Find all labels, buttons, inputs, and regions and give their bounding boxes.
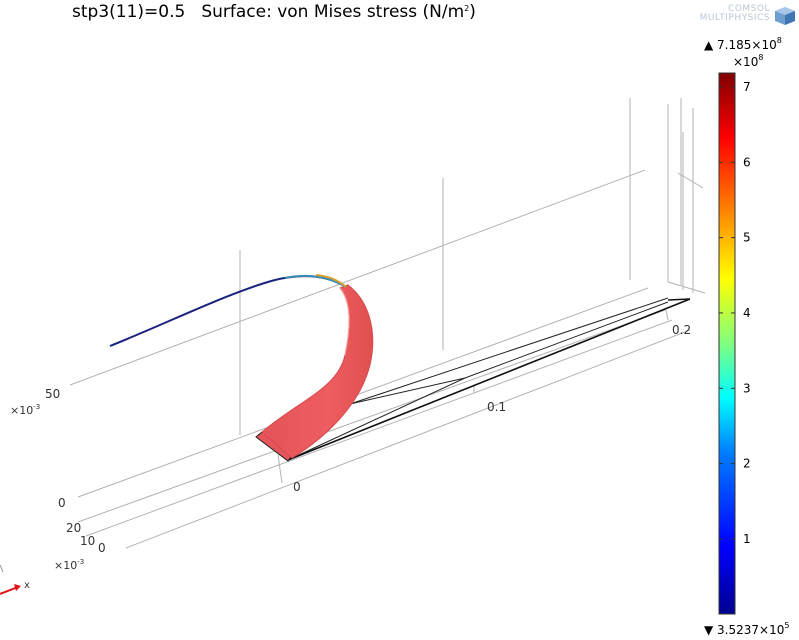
colorbar-max-value: ▲ 7.185×10 <box>704 38 777 52</box>
axis-tick-labels: 50 ×10-3 0 20 10 0 ×10-3 0 0.1 0.2 <box>10 323 691 572</box>
colorbar: 7 6 5 4 3 2 1 <box>718 72 751 615</box>
x-tick-label: 0 <box>293 480 301 494</box>
triad-axis-fragment <box>0 564 4 573</box>
y-axis-exponent: ×10-3 <box>54 558 84 572</box>
grid-line <box>125 329 691 549</box>
colorbar-scale-label: ×108 <box>733 53 763 69</box>
grid-line <box>277 454 283 484</box>
title-close-paren: ) <box>469 2 476 22</box>
comsol-cube-icon <box>775 7 795 25</box>
z-tick-label: 0 <box>58 496 66 510</box>
colorbar-max-label: ▲ 7.185×108 <box>704 36 782 52</box>
sheet-edge-highlight <box>339 287 350 356</box>
colorbar-tick-label: 6 <box>743 155 751 169</box>
y-tick-label: 0 <box>98 541 106 555</box>
unit-superscript: 2 <box>464 4 470 13</box>
z-axis-exponent: ×10-3 <box>10 403 40 417</box>
x-tick-label: 0.2 <box>672 323 691 337</box>
plot-title: stp3(11)=0.5 Surface: von Mises stress (N… <box>72 2 476 22</box>
geometry <box>109 274 691 462</box>
parameter-label: stp3(11)=0.5 <box>72 2 186 22</box>
z-tick-label: 50 <box>45 387 60 401</box>
grid-line <box>665 309 669 321</box>
colorbar-min-exponent: 5 <box>784 621 790 630</box>
deformed-edge-curve-hot <box>315 274 347 288</box>
colorbar-tick-label: 7 <box>743 80 751 94</box>
comsol-logo: COMSOL MULTIPHYSICS <box>676 4 798 28</box>
grid-line <box>667 281 706 294</box>
logo-line2: MULTIPHYSICS <box>699 13 770 23</box>
colorbar-scale-text: ×10 <box>733 55 759 69</box>
surface-label: Surface: von Mises stress (N/m <box>201 2 465 22</box>
logo-line1: COMSOL <box>728 4 770 14</box>
colorbar-gradient-bar <box>718 72 736 615</box>
flat-sheet-edge <box>287 298 691 461</box>
colorbar-min-label: ▼ 3.5237×105 <box>704 621 789 637</box>
colorbar-ticks: 7 6 5 4 3 2 1 <box>719 80 751 546</box>
colorbar-scale-exponent: 8 <box>758 53 764 62</box>
grid-lines <box>69 98 706 549</box>
y-tick-label: 20 <box>66 521 81 535</box>
colorbar-min-value: ▼ 3.5237×10 <box>704 623 785 637</box>
x-axis-label: x <box>24 580 30 591</box>
grid-line <box>69 169 646 386</box>
colorbar-tick-label: 1 <box>743 532 751 546</box>
deformed-sheet-surface <box>261 284 374 459</box>
colorbar-tick-label: 4 <box>743 306 751 320</box>
flat-sheet-edge <box>349 377 466 405</box>
flat-sheet-edge <box>667 298 691 301</box>
colorbar-tick-label: 3 <box>743 381 751 395</box>
x-tick-label: 0.1 <box>487 400 506 414</box>
grid-line <box>77 287 649 498</box>
x-axis-arrow <box>0 586 19 595</box>
x-arrow-head <box>14 584 21 591</box>
grid-line <box>77 309 666 523</box>
grid-line <box>677 172 704 189</box>
colorbar-tick-label: 5 <box>743 231 751 245</box>
logo-text: COMSOL MULTIPHYSICS <box>700 5 770 23</box>
deformed-edge-curve-hot <box>284 274 347 288</box>
axis-triad: x <box>0 564 30 595</box>
y-tick-label: 10 <box>80 534 95 548</box>
deformed-edge-curve <box>109 275 347 347</box>
grid-line <box>85 319 673 537</box>
colorbar-tick-label: 2 <box>743 457 751 471</box>
colorbar-max-exponent: 8 <box>776 36 782 45</box>
